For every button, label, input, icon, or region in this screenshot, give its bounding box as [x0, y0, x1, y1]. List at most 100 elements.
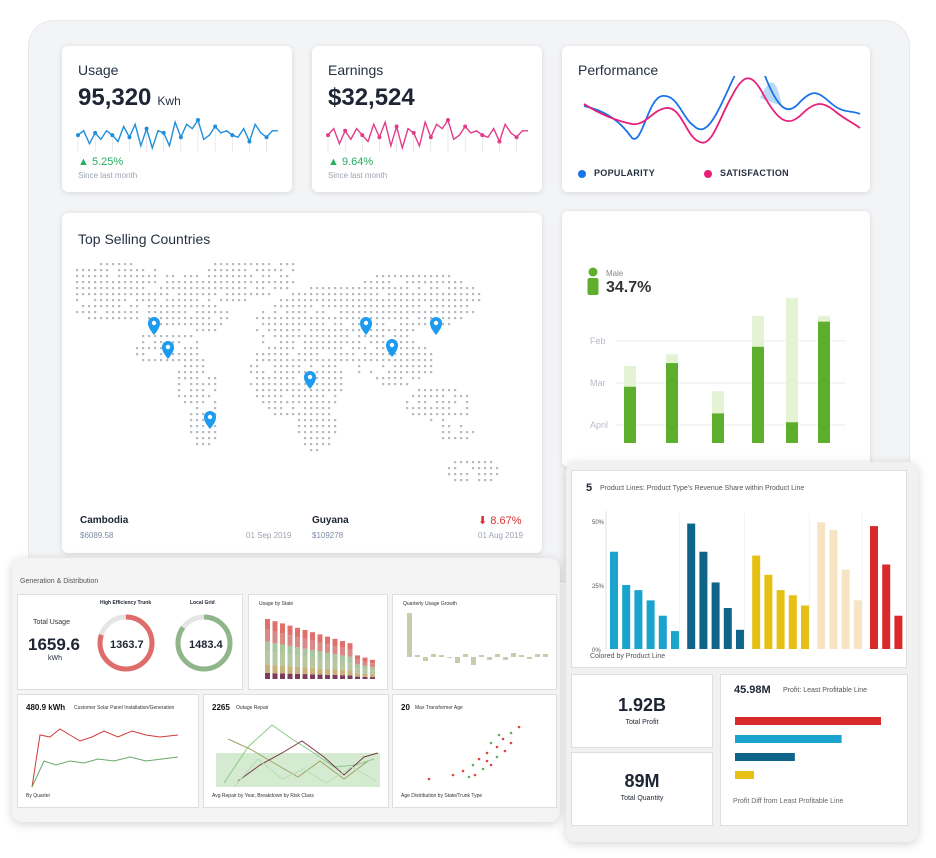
map-dot [190, 299, 193, 302]
map-dot [292, 299, 295, 302]
map-dot [310, 449, 313, 452]
pin-hole [207, 414, 213, 420]
map-dot [334, 365, 337, 368]
map-dot [130, 317, 133, 320]
transformer-axis: Age Distribution by State/Trunk Type [401, 793, 483, 799]
state-bar-segment [355, 664, 360, 669]
map-dot [454, 281, 457, 284]
map-dot [442, 293, 445, 296]
map-dot [202, 329, 205, 332]
map-dot [304, 299, 307, 302]
map-dot [214, 281, 217, 284]
map-dot [226, 299, 229, 302]
map-dot [304, 353, 307, 356]
map-dot [214, 329, 217, 332]
map-dot [376, 311, 379, 314]
usage-value: 95,320 Kwh [78, 84, 181, 111]
gender-bar [624, 386, 636, 443]
map-dot [184, 353, 187, 356]
map-dot [406, 287, 409, 290]
pin-hole [151, 320, 157, 326]
map-dot [184, 359, 187, 362]
map-dot [388, 299, 391, 302]
usage-unit: Kwh [157, 94, 181, 108]
map-dot [298, 299, 301, 302]
map-dot [334, 335, 337, 338]
map-dot [196, 437, 199, 440]
map-dot [298, 311, 301, 314]
map-dot [106, 311, 109, 314]
map-dot [280, 371, 283, 374]
map-dot [190, 353, 193, 356]
map-dot [304, 335, 307, 338]
map-dot [418, 317, 421, 320]
state-bar-segment [325, 674, 330, 679]
map-dot [448, 401, 451, 404]
state-bar-segment [272, 621, 278, 632]
map-dot [352, 359, 355, 362]
map-dot [370, 353, 373, 356]
map-dot [160, 353, 163, 356]
map-dot [454, 479, 457, 482]
map-dot [334, 389, 337, 392]
map-dot [130, 311, 133, 314]
map-dot [394, 287, 397, 290]
map-dot [76, 311, 79, 314]
state-bar-segment [280, 673, 285, 679]
product-panel: 5 Product Lines: Product Type's Revenue … [566, 462, 918, 842]
map-dot [436, 287, 439, 290]
map-dot [112, 281, 115, 284]
map-dot [316, 437, 319, 440]
map-dot [196, 425, 199, 428]
map-dot [478, 293, 481, 296]
state-bar-segment [310, 667, 315, 675]
map-dot [184, 305, 187, 308]
map-dot [274, 317, 277, 320]
map-dot [478, 479, 481, 482]
total-profit-tile: 1.92B Total Profit [571, 674, 713, 748]
state-bar-segment [287, 625, 293, 636]
map-dot [448, 473, 451, 476]
map-dot [448, 281, 451, 284]
map-dot [358, 347, 361, 350]
map-dot [220, 317, 223, 320]
map-dot [370, 293, 373, 296]
map-dot [454, 413, 457, 416]
product-bar [752, 555, 761, 649]
map-dot [322, 431, 325, 434]
map-dot [322, 365, 325, 368]
solar-line-green [31, 756, 179, 788]
quarterly-bar [463, 654, 468, 657]
state-bar-segment [317, 634, 323, 643]
total-profit-value: 1.92B [617, 695, 667, 715]
map-dot [100, 293, 103, 296]
map-dot [334, 347, 337, 350]
map-dot [328, 341, 331, 344]
map-dot [442, 323, 445, 326]
map-dot [358, 299, 361, 302]
map-dot [442, 389, 445, 392]
map-dot [460, 437, 463, 440]
map-dot [424, 281, 427, 284]
map-dot [394, 311, 397, 314]
map-dot [166, 323, 169, 326]
spark-point [514, 135, 519, 140]
solar-axis: By Quarter [26, 793, 51, 799]
map-dot [364, 299, 367, 302]
map-dot [454, 299, 457, 302]
map-dot [430, 293, 433, 296]
map-dot [352, 293, 355, 296]
map-dot [316, 323, 319, 326]
map-dot [286, 323, 289, 326]
map-dot [382, 341, 385, 344]
map-dot [382, 335, 385, 338]
map-dot [214, 293, 217, 296]
gender-bar-chart: Feb Mar April [590, 297, 846, 443]
map-dot [418, 365, 421, 368]
product-bar [829, 529, 838, 649]
map-dot [430, 353, 433, 356]
map-dot [298, 401, 301, 404]
map-dot [274, 383, 277, 386]
state-bar-segment [310, 674, 315, 679]
map-dot [94, 287, 97, 290]
